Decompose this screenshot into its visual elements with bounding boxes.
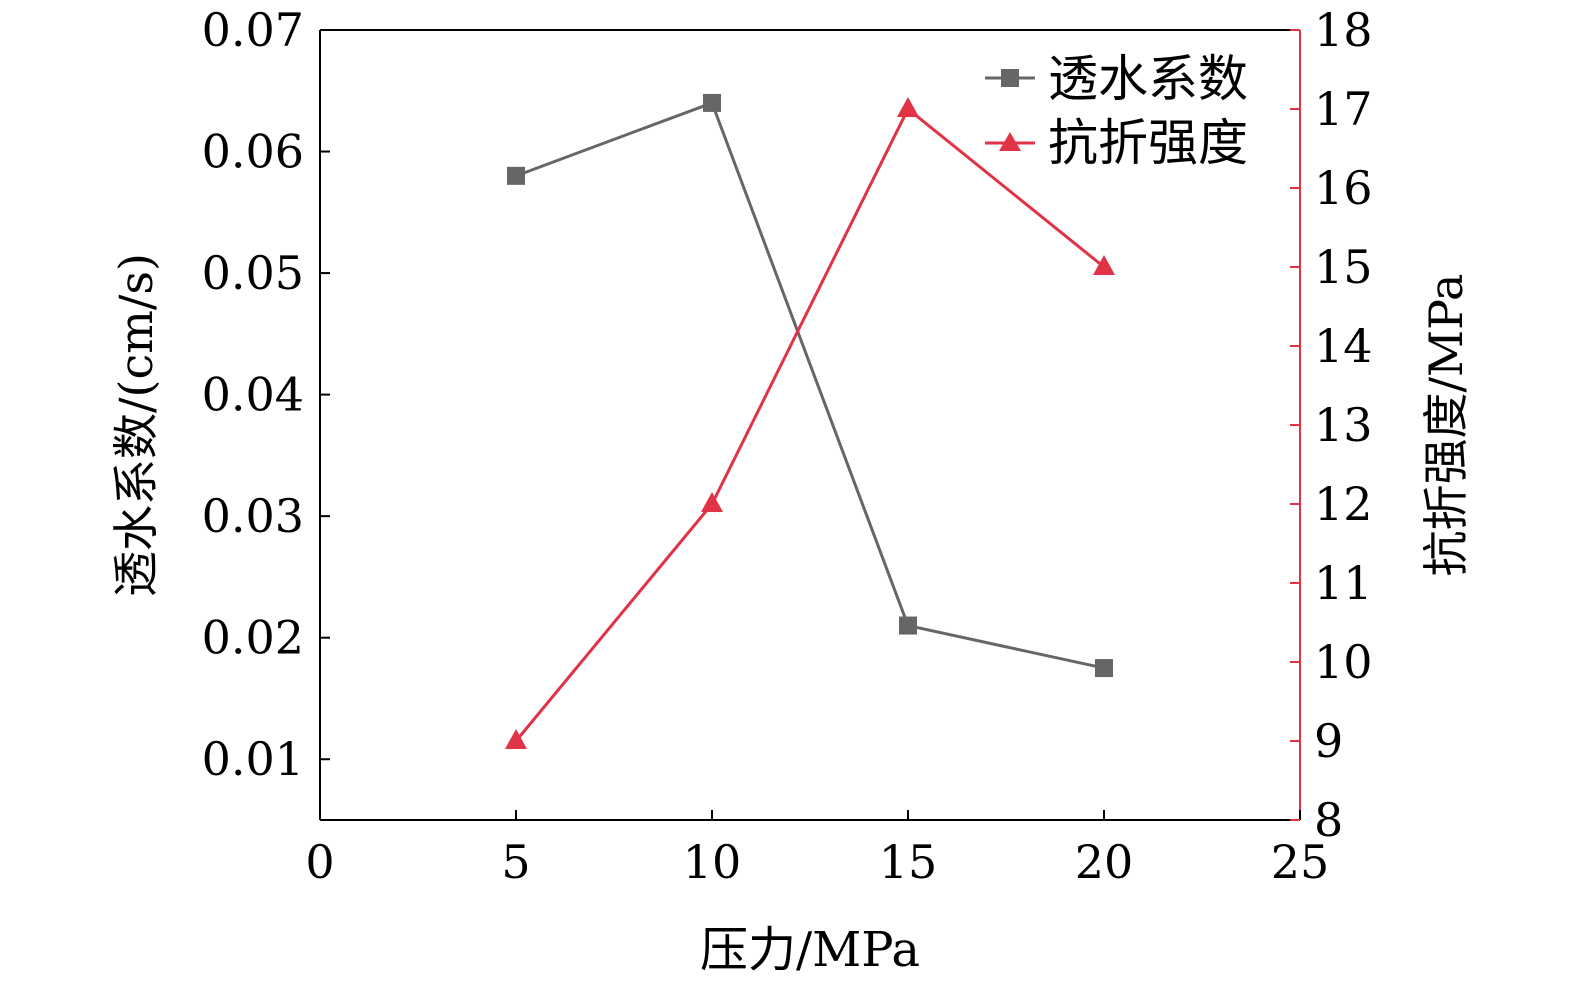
data-point-series-1 (1093, 255, 1115, 275)
data-point-series-0 (507, 166, 525, 185)
series-line-0 (515, 100, 1105, 670)
data-point-series-0 (899, 616, 917, 635)
data-point-series-0 (703, 93, 721, 112)
y-left-tick-label: 0.02 (202, 611, 304, 665)
legend-marker-strength (999, 132, 1021, 151)
y-right-tick-label: 14 (1314, 319, 1373, 373)
x-tick-label: 5 (501, 835, 530, 889)
y-right-tick-label: 15 (1314, 240, 1373, 294)
y-left-axis-title: 透水系数/(cm/s) (109, 253, 163, 597)
x-tick-label: 0 (305, 835, 334, 889)
y-left-tick-label: 0.07 (202, 3, 304, 57)
y-left-tick-label: 0.01 (202, 732, 304, 786)
legend-entry-strength: 抗折强度 (985, 114, 1248, 172)
y-right-tick-label: 9 (1314, 714, 1343, 768)
x-tick-label: 10 (683, 835, 742, 889)
y-left-tick-label: 0.04 (202, 368, 304, 422)
y-right-tick-label: 18 (1314, 3, 1373, 57)
data-point-series-0 (1095, 659, 1113, 678)
legend-label-permeability: 透水系数 (1048, 50, 1248, 108)
y-right-tick-label: 8 (1314, 793, 1343, 847)
y-right-tick-label: 17 (1314, 82, 1373, 136)
legend-marker-permeability (1001, 69, 1019, 87)
axes-layer: 0 5 10 15 20 25 0.01 0.02 0.03 0.04 0.05 0.06 0.07 8 9… (202, 3, 1373, 889)
x-tick-label: 15 (879, 835, 938, 889)
data-point-series-1 (505, 729, 527, 749)
data-point-series-1 (701, 492, 723, 512)
legend-label-strength: 抗折强度 (1048, 114, 1248, 172)
y-right-tick-label: 11 (1314, 556, 1373, 610)
y-right-axis-title: 抗折强度/MPa (1419, 274, 1473, 577)
y-left-tick-label: 0.05 (202, 246, 304, 300)
legend-entry-permeability: 透水系数 (985, 50, 1248, 108)
y-left-tick-label: 0.03 (202, 489, 304, 543)
x-tick-label: 20 (1075, 835, 1134, 889)
y-right-tick-label: 12 (1314, 477, 1373, 531)
y-left-tick-label: 0.06 (202, 125, 304, 179)
series-layer (505, 93, 1115, 749)
y-right-tick-label: 10 (1314, 635, 1373, 689)
y-right-tick-label: 16 (1314, 161, 1373, 215)
data-point-series-1 (897, 97, 919, 117)
x-tick-label: 25 (1271, 835, 1330, 889)
legend: 透水系数 抗折强度 (985, 50, 1248, 172)
series-line-1 (514, 106, 1105, 742)
x-axis-title: 压力/MPa (700, 922, 920, 978)
y-right-tick-label: 13 (1314, 398, 1373, 452)
